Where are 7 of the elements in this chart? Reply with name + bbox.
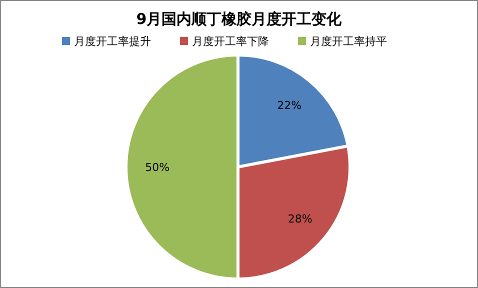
data-label: 22%	[277, 98, 302, 112]
legend-label: 月度开工率下降	[192, 35, 269, 48]
legend-label: 月度开工率持平	[310, 35, 387, 48]
data-label: 50%	[145, 161, 170, 174]
chart-title: 9月国内顺丁橡胶月度开工变化	[136, 10, 343, 28]
data-label: 28%	[288, 212, 312, 226]
legend-label: 月度开工率提升	[74, 35, 151, 48]
